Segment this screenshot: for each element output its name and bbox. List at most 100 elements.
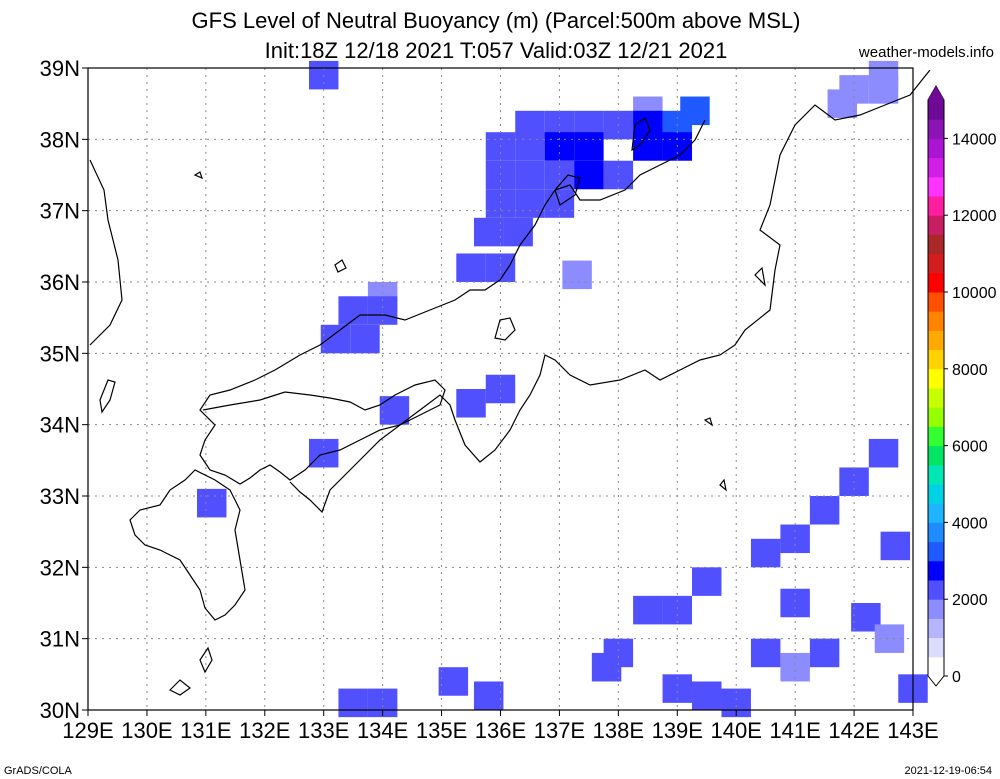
colorbar-segment [928, 138, 944, 159]
field-cell [438, 667, 469, 696]
chart-subtitle: Init:18Z 12/18 2021 T:057 Valid:03Z 12/2… [264, 38, 728, 63]
colorbar-label: 6000 [952, 439, 988, 456]
field-cell [197, 488, 227, 518]
field-cell [456, 253, 486, 282]
colorbar-segment [928, 157, 944, 178]
field-cell [750, 638, 781, 668]
field-cell [574, 160, 604, 190]
x-tick-label: 141E [769, 718, 820, 743]
x-tick-label: 135E [416, 718, 467, 743]
x-tick-label: 143E [887, 718, 938, 743]
colorbar-segment [928, 637, 944, 658]
y-tick-label: 35N [40, 341, 80, 366]
chart-title: GFS Level of Neutral Buoyancy (m) (Parce… [191, 8, 801, 33]
field-cell [692, 681, 722, 710]
colorbar-labels: 0 2000 4000 6000 8000 10000 12000 14000 [944, 131, 997, 686]
credit-text: weather-models.info [858, 44, 994, 61]
colorbar-segment [928, 272, 944, 293]
field-cell [692, 567, 722, 596]
colorbar-segment [928, 234, 944, 255]
field-cell [515, 160, 545, 190]
x-tick-label: 134E [357, 718, 408, 743]
field-cell [473, 681, 504, 710]
field-cell [827, 89, 858, 118]
x-tick-label: 131E [180, 718, 231, 743]
x-tick-label: 139E [652, 718, 703, 743]
colorbar-label: 8000 [952, 362, 988, 379]
x-tick-label: 137E [534, 718, 585, 743]
field-cell [562, 260, 592, 290]
y-tick-label: 39N [40, 56, 80, 81]
y-tick-label: 30N [40, 698, 80, 723]
colorbar-segment [928, 522, 944, 543]
colorbar [927, 84, 945, 687]
colorbar-segment [928, 196, 944, 216]
colorbar-label: 10000 [952, 285, 997, 302]
x-tick-label: 130E [121, 718, 172, 743]
x-tick-label: 132E [239, 718, 290, 743]
y-tick-label: 31N [40, 627, 80, 652]
colorbar-segment [928, 349, 944, 370]
x-tick-label: 133E [298, 718, 349, 743]
colorbar-max-arrow [928, 86, 944, 100]
colorbar-segment [928, 484, 944, 504]
x-tick-label: 138E [593, 718, 644, 743]
colorbar-segment [928, 407, 944, 427]
colorbar-segment [928, 580, 944, 600]
colorbar-segment [928, 215, 944, 235]
field-cell [485, 189, 516, 218]
field-cell [350, 324, 380, 354]
field-cell [379, 396, 410, 425]
field-cell [515, 189, 545, 218]
x-tick-label: 136E [475, 718, 526, 743]
y-tick-label: 36N [40, 270, 80, 295]
field-cell [515, 132, 545, 161]
field-cell [320, 324, 351, 354]
colorbar-segment [928, 541, 944, 562]
colorbar-segment [928, 253, 944, 274]
x-axis-ticks: 129E 130E 131E 132E 133E 134E 135E 136E 137E 138E… [62, 710, 939, 743]
colorbar-segment [928, 119, 944, 139]
field-cell [809, 638, 840, 668]
field-cell [633, 595, 663, 625]
field-cell [503, 217, 533, 247]
colorbar-segment [928, 464, 944, 485]
field-cell [750, 538, 781, 568]
field-cells [197, 60, 928, 718]
y-tick-label: 33N [40, 484, 80, 509]
colorbar-segment [928, 599, 944, 619]
colorbar-segment [928, 560, 944, 581]
colorbar-segment [928, 311, 944, 331]
field-cell [809, 496, 840, 525]
coastline [89, 69, 931, 696]
colorbar-segment [928, 368, 944, 389]
footer-timestamp: 2021-12-19-06:54 [904, 765, 992, 777]
colorbar-segment [928, 503, 944, 523]
colorbar-segment [928, 176, 944, 197]
footer-left: GrADS/COLA [4, 765, 72, 777]
colorbar-segment [928, 445, 944, 466]
x-tick-label: 129E [62, 718, 113, 743]
colorbar-label: 14000 [952, 131, 997, 148]
field-cell [868, 75, 899, 104]
y-tick-label: 38N [40, 127, 80, 152]
colorbar-segment [928, 388, 944, 408]
colorbar-segment [928, 100, 944, 120]
colorbar-label: 12000 [952, 208, 997, 225]
colorbar-segment [928, 426, 944, 447]
x-tick-label: 140E [711, 718, 762, 743]
field-cell [338, 688, 368, 718]
field-cell [473, 217, 504, 247]
field-cell [591, 652, 622, 682]
y-tick-label: 34N [40, 413, 80, 438]
colorbar-label: 4000 [952, 515, 988, 532]
colorbar-label: 0 [952, 669, 961, 686]
colorbar-segment [928, 656, 944, 677]
gridlines [88, 68, 913, 710]
field-cell [868, 438, 899, 468]
colorbar-label: 2000 [952, 592, 988, 609]
y-tick-label: 32N [40, 555, 80, 580]
colorbar-segment [928, 292, 944, 312]
y-tick-label: 37N [40, 199, 80, 224]
